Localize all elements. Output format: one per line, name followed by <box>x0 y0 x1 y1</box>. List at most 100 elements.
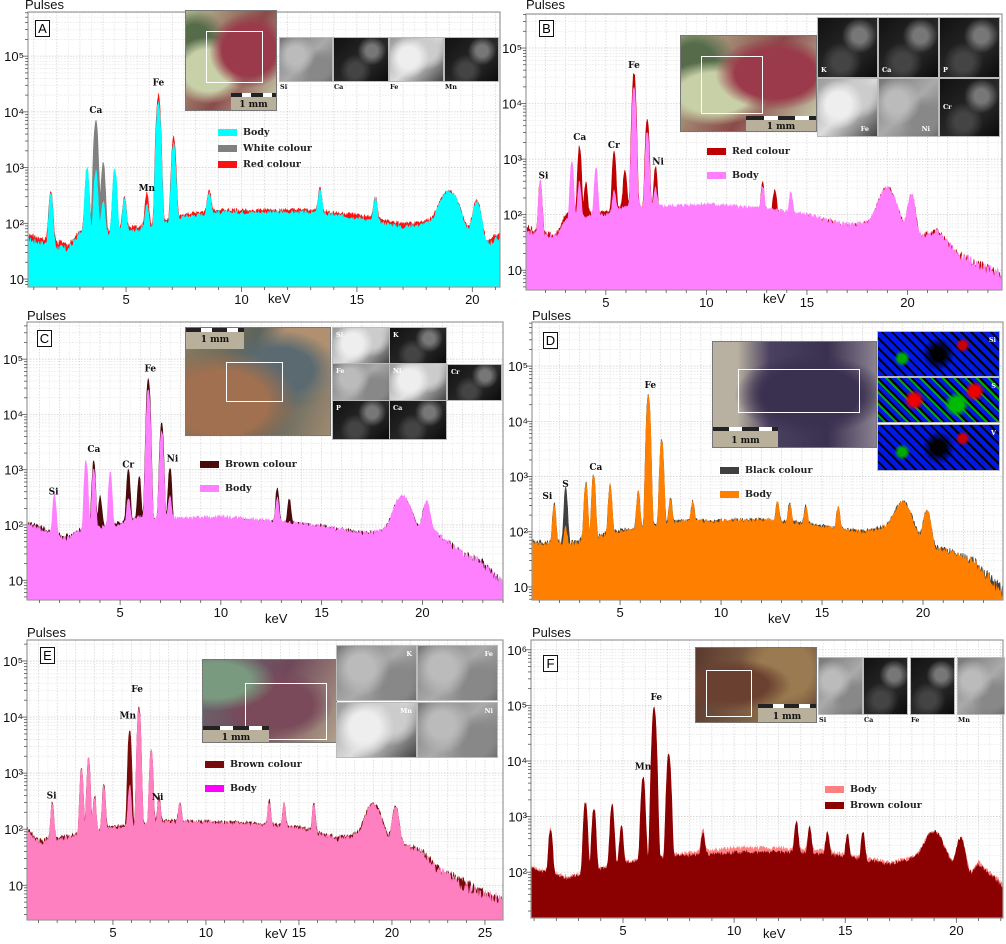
panel-letter: F <box>543 655 558 672</box>
legend: Brown colour Body <box>200 452 297 500</box>
element-map-k: K <box>389 327 447 364</box>
x-tick-label: 20 <box>415 605 429 620</box>
x-tick-label: 20 <box>949 923 963 938</box>
scale-bar-segment <box>200 328 213 332</box>
series-area-body <box>531 395 1004 601</box>
legend-item: Body <box>825 781 922 797</box>
x-tick-label: 10 <box>214 605 228 620</box>
y-tick-label: 10 <box>10 272 24 287</box>
legend-item: Black colour <box>720 458 812 482</box>
element-map-v: V <box>877 424 1000 471</box>
peak-label-cr: Cr <box>122 460 134 470</box>
element-map-label: Si <box>819 716 827 724</box>
y-tick-label: 10⁵ <box>508 359 528 374</box>
legend-swatch <box>720 490 739 498</box>
sample-photo: 1 mm <box>680 35 817 132</box>
element-map-label: Fe <box>860 125 869 133</box>
x-tick-label: 5 <box>602 295 609 310</box>
scale-bar-segment <box>262 93 272 97</box>
x-tick-label: 20 <box>385 925 399 940</box>
element-map-si <box>818 657 863 715</box>
legend: Body Brown colour <box>825 781 922 813</box>
x-tick-label: 10 <box>699 295 713 310</box>
y-tick-label: 10² <box>508 865 527 880</box>
legend-label: White colour <box>243 142 312 154</box>
scale-bar-label: 1 mm <box>772 712 802 722</box>
x-axis-label: keV <box>763 926 786 941</box>
panel-letter: B <box>539 20 554 37</box>
element-map-label: Ca <box>882 66 892 74</box>
element-map-label: Fe <box>484 650 493 658</box>
y-axis-label: Pulses <box>27 308 67 323</box>
plot-frame <box>26 321 504 601</box>
legend-label: Body <box>732 169 759 181</box>
legend-item: Body <box>205 776 302 800</box>
series-area-body <box>27 101 501 288</box>
legend-label: Brown colour <box>225 458 297 470</box>
x-tick-label: 20 <box>465 292 479 307</box>
legend-label: Red colour <box>243 158 301 170</box>
selection-rectangle <box>706 670 752 717</box>
x-tick-label: 5 <box>109 925 116 940</box>
y-tick-label: 10² <box>503 208 522 223</box>
element-map-ca: Ca <box>389 400 447 440</box>
legend-swatch <box>200 484 219 492</box>
selection-rectangle <box>701 56 763 114</box>
x-tick-label: 10 <box>714 605 728 620</box>
legend-swatch <box>200 460 219 468</box>
x-tick-label: 15 <box>800 295 814 310</box>
scale-bar-segment <box>249 726 263 730</box>
element-map-label: Mn <box>958 716 970 724</box>
y-axis-label: Pulses <box>526 0 566 12</box>
element-map-ca: Ca <box>878 17 939 78</box>
scale-bar-label: 1 mm <box>221 733 251 743</box>
peak-label-fe: Fe <box>651 693 663 703</box>
element-map-label: Mn <box>445 83 457 91</box>
y-tick-label: 10⁴ <box>508 414 528 429</box>
element-map-label: K <box>393 331 399 339</box>
peak-label-mn: Mn <box>635 763 652 773</box>
y-tick-label: 10⁴ <box>507 754 527 769</box>
scale-bar: 1 mm <box>231 93 276 110</box>
element-map-mn <box>444 37 499 82</box>
element-map-ni: Ni <box>878 78 939 137</box>
element-map-k: K <box>817 17 878 78</box>
legend-swatch <box>825 785 844 793</box>
element-map-label: Ni <box>393 367 402 375</box>
y-tick-label: 10² <box>509 525 528 540</box>
element-map-label: Ca <box>864 716 874 724</box>
selection-rectangle <box>245 683 327 740</box>
element-map-fe <box>389 37 444 82</box>
y-tick-label: 10² <box>4 518 23 533</box>
legend-swatch <box>205 784 224 792</box>
y-tick-label: 10⁵ <box>3 352 23 367</box>
peak-label-ca: Ca <box>87 445 100 455</box>
selection-rectangle <box>738 369 860 413</box>
element-map-label: Ni <box>484 707 493 715</box>
legend-swatch <box>707 171 726 179</box>
y-tick-label: 10⁴ <box>502 97 522 112</box>
element-map-mn <box>957 657 1005 715</box>
element-map-cr: Cr <box>447 364 502 401</box>
y-tick-label: 10⁵ <box>507 698 527 713</box>
element-map-cr: Cr <box>939 78 1000 137</box>
y-axis-label: Pulses <box>25 0 65 12</box>
element-map-label: Ca <box>334 83 344 91</box>
peak-label-fe: Fe <box>628 61 640 71</box>
peak-label-s: S <box>562 480 569 490</box>
legend: Body White colour Red colour <box>218 124 312 172</box>
element-map-label: Mn <box>400 707 412 715</box>
scale-bar-segment <box>798 704 811 708</box>
element-map-label: Cr <box>451 368 460 376</box>
element-map-fe: Fe <box>332 363 390 401</box>
y-tick-label: 10⁵ <box>3 654 23 669</box>
x-tick-label: 15 <box>815 605 829 620</box>
plot-frame <box>26 639 504 921</box>
legend-item: Body <box>200 476 297 500</box>
x-tick-label: 5 <box>616 605 623 620</box>
element-map-si <box>279 37 333 82</box>
x-tick-label: 5 <box>619 923 626 938</box>
legend-item: Brown colour <box>200 452 297 476</box>
y-tick-label: 10 <box>9 573 23 588</box>
